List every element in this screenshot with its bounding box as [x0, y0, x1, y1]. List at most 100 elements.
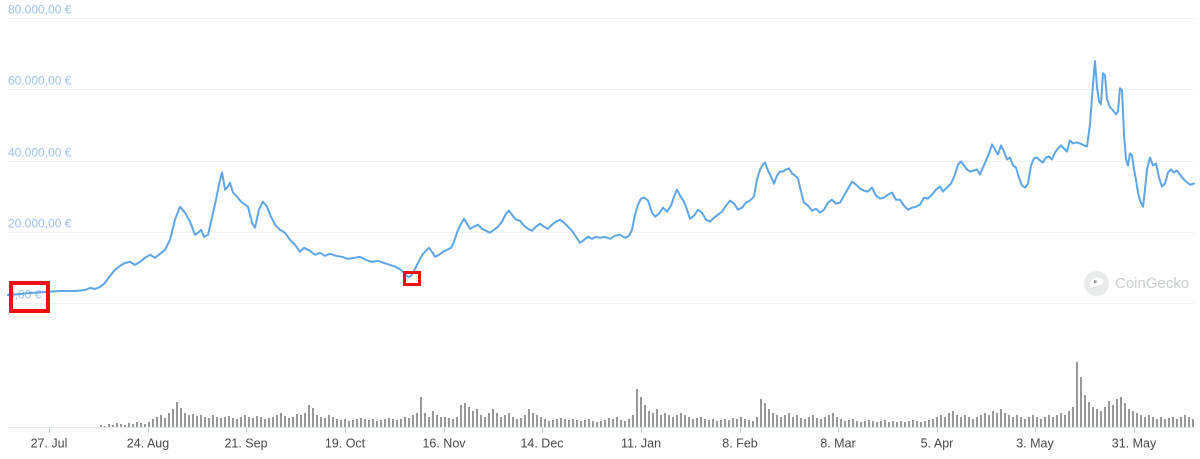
volume-bar — [980, 415, 982, 427]
volume-bar — [244, 415, 246, 427]
volume-bar — [560, 418, 562, 427]
volume-bar — [1156, 419, 1158, 427]
volume-bar — [564, 419, 566, 427]
volume-bar — [468, 407, 470, 427]
volume-bar — [300, 415, 302, 427]
volume-bar — [1056, 415, 1058, 427]
volume-bar — [1000, 409, 1002, 427]
volume-bar — [1176, 419, 1178, 427]
volume-bar — [380, 420, 382, 427]
volume-bar — [556, 419, 558, 427]
volume-bar — [400, 419, 402, 427]
volume-bar — [936, 417, 938, 427]
volume-bar — [948, 413, 950, 427]
volume-bar — [600, 421, 602, 427]
volume-bar — [584, 420, 586, 427]
volume-bar — [236, 419, 238, 427]
volume-bar — [360, 418, 362, 427]
volume-bar — [260, 417, 262, 427]
volume-bar — [488, 413, 490, 427]
volume-bar — [868, 420, 870, 427]
volume-bar — [620, 420, 622, 427]
volume-bar — [348, 421, 350, 427]
volume-bar — [520, 418, 522, 427]
volume-bar — [964, 415, 966, 427]
volume-bar — [692, 419, 694, 427]
volume-bar — [1108, 401, 1110, 427]
volume-bar — [728, 420, 730, 427]
volume-bar — [536, 415, 538, 427]
volume-bar — [316, 415, 318, 427]
volume-bar — [756, 417, 758, 427]
volume-bar — [1016, 415, 1018, 427]
volume-bar — [116, 423, 118, 427]
volume-bar — [1152, 417, 1154, 427]
volume-bar — [456, 417, 458, 427]
volume-bar — [424, 413, 426, 427]
watermark-label: CoinGecko — [1115, 275, 1190, 292]
volume-bar — [748, 420, 750, 427]
volume-bar — [880, 421, 882, 427]
volume-bar — [824, 417, 826, 427]
volume-bar — [204, 417, 206, 427]
volume-bar — [1104, 407, 1106, 427]
volume-bar — [820, 419, 822, 427]
volume-bar — [816, 418, 818, 427]
volume-bar — [192, 414, 194, 427]
volume-bar — [336, 419, 338, 427]
volume-bar — [248, 417, 250, 427]
volume-bar — [200, 415, 202, 427]
volume-bar — [672, 417, 674, 427]
volume-bar — [572, 419, 574, 427]
volume-bar — [644, 405, 646, 427]
volume-bar — [112, 425, 114, 427]
volume-bar — [344, 419, 346, 427]
volume-bar — [164, 418, 166, 427]
volume-bar — [496, 413, 498, 427]
x-axis-label: 5. Apr — [921, 437, 954, 451]
volume-bar — [780, 417, 782, 427]
y-axis-label: 20.000,00 € — [8, 217, 72, 231]
volume-bar — [128, 423, 130, 427]
y-axis-label: 80.000,00 € — [8, 3, 72, 17]
volume-bar — [1084, 395, 1086, 427]
volume-bar — [408, 418, 410, 427]
volume-bar — [628, 419, 630, 427]
x-axis-label: 16. Nov — [422, 437, 466, 451]
volume-bar — [172, 409, 174, 427]
x-axis-label: 19. Oct — [325, 437, 366, 451]
volume-bar — [180, 408, 182, 427]
volume-bar — [1068, 411, 1070, 427]
x-axis-label: 27. Jul — [31, 437, 68, 451]
volume-bar — [508, 413, 510, 427]
volume-bar — [372, 419, 374, 427]
volume-bar — [1112, 405, 1114, 427]
volume-bar — [432, 411, 434, 427]
volume-bar — [356, 419, 358, 427]
volume-bar — [1020, 417, 1022, 427]
volume-bar — [664, 413, 666, 427]
volume-bar — [132, 424, 134, 427]
volume-bar — [984, 413, 986, 427]
volume-bar — [696, 418, 698, 427]
volume-bar — [808, 417, 810, 427]
volume-bar — [632, 415, 634, 427]
volume-bar — [588, 419, 590, 427]
volume-bar — [776, 415, 778, 427]
volume-bar — [724, 419, 726, 427]
price-line — [7, 60, 1195, 296]
volume-bar — [704, 419, 706, 427]
volume-bar — [352, 420, 354, 427]
volume-bar — [960, 417, 962, 427]
volume-bar — [648, 411, 650, 427]
volume-bar — [688, 417, 690, 427]
volume-bar — [1140, 415, 1142, 427]
volume-bar — [364, 419, 366, 427]
volume-bar — [216, 417, 218, 427]
volume-bar — [428, 417, 430, 427]
volume-bar — [852, 419, 854, 427]
volume-bar — [908, 421, 910, 427]
volume-bar — [548, 421, 550, 427]
volume-bar — [828, 415, 830, 427]
